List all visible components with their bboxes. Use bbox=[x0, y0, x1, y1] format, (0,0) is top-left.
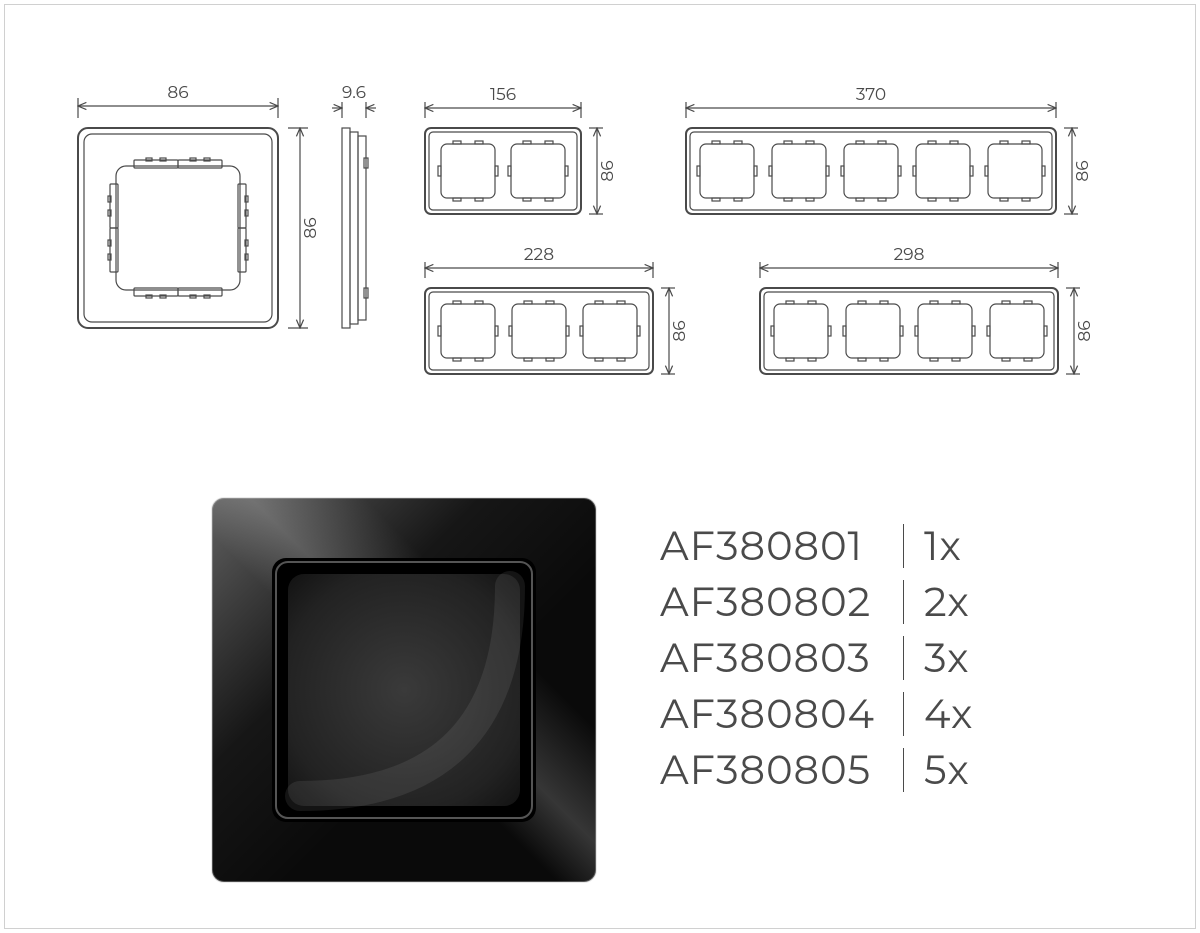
divider bbox=[903, 692, 904, 736]
dim-four-height: 86 bbox=[1075, 320, 1095, 341]
product-code-list: AF380801 1x AF380802 2x AF380803 3x AF38… bbox=[660, 518, 984, 798]
drawing-2gang: 156 86 bbox=[425, 85, 618, 214]
dim-four-width: 298 bbox=[894, 245, 925, 265]
technical-drawings: 86 86 9.6 bbox=[0, 0, 1200, 440]
divider bbox=[903, 636, 904, 680]
product-code: AF380805 bbox=[660, 746, 895, 795]
product-row: AF380804 4x bbox=[660, 686, 984, 742]
product-mult: 5x bbox=[924, 746, 984, 795]
product-mult: 3x bbox=[924, 634, 984, 683]
drawing-5gang: 370 86 bbox=[686, 85, 1093, 214]
dim-two-width: 156 bbox=[490, 85, 516, 105]
product-row: AF380805 5x bbox=[660, 742, 984, 798]
product-photo bbox=[210, 496, 598, 884]
product-row: AF380802 2x bbox=[660, 574, 984, 630]
product-row: AF380803 3x bbox=[660, 630, 984, 686]
dim-five-height: 86 bbox=[1073, 160, 1093, 181]
dim-three-width: 228 bbox=[524, 245, 554, 265]
drawing-4gang: 298 86 bbox=[760, 245, 1095, 374]
product-mult: 2x bbox=[924, 578, 984, 627]
dim-depth: 9.6 bbox=[342, 83, 366, 103]
divider bbox=[903, 524, 904, 568]
drawing-side: 9.6 bbox=[332, 83, 376, 328]
dim-single-height: 86 bbox=[301, 217, 321, 238]
drawing-single: 86 86 bbox=[78, 83, 321, 328]
drawing-3gang: 228 86 bbox=[425, 245, 690, 374]
dim-single-width: 86 bbox=[167, 83, 188, 103]
product-mult: 1x bbox=[924, 522, 984, 571]
product-code: AF380804 bbox=[660, 690, 895, 739]
product-mult: 4x bbox=[924, 690, 984, 739]
product-row: AF380801 1x bbox=[660, 518, 984, 574]
dim-two-height: 86 bbox=[598, 160, 618, 181]
dim-three-height: 86 bbox=[670, 320, 690, 341]
dim-five-width: 370 bbox=[856, 85, 886, 105]
product-code: AF380801 bbox=[660, 522, 895, 571]
product-code: AF380803 bbox=[660, 634, 895, 683]
product-code: AF380802 bbox=[660, 578, 895, 627]
divider bbox=[903, 580, 904, 624]
divider bbox=[903, 748, 904, 792]
